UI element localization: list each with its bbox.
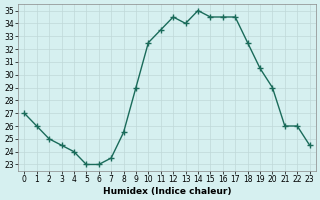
X-axis label: Humidex (Indice chaleur): Humidex (Indice chaleur)	[103, 187, 231, 196]
